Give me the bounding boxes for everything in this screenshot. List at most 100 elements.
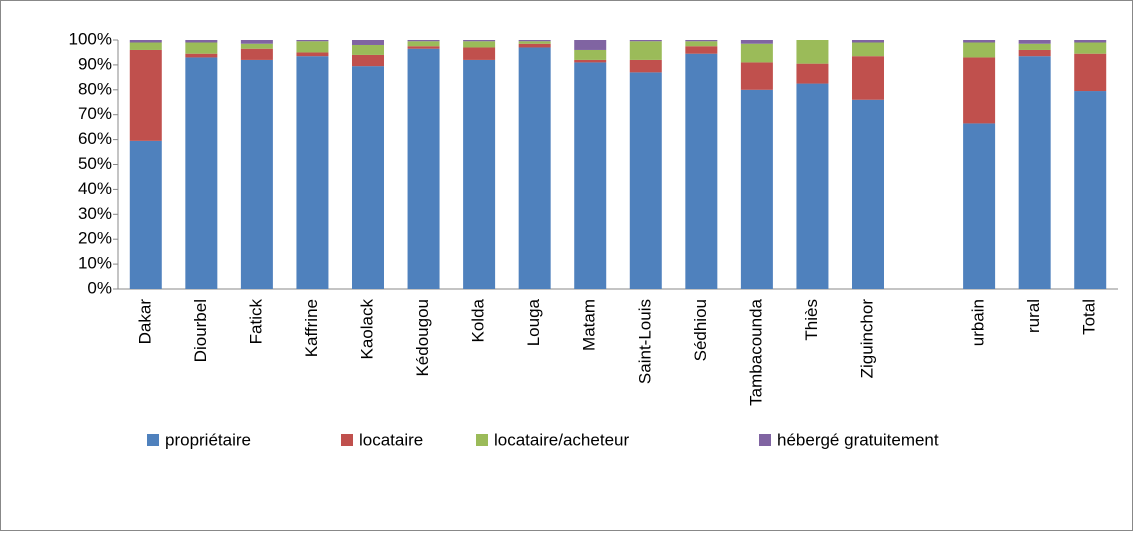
bar-segment (963, 123, 996, 289)
bar-segment (518, 40, 551, 42)
bar-segment (963, 40, 996, 43)
bar-segment (185, 40, 218, 43)
bar-segment (1074, 40, 1107, 43)
bar-segment (352, 66, 384, 290)
bar-segment (796, 63, 829, 84)
bar-segment (685, 46, 718, 54)
x-tick-label: Tambacounda (746, 298, 765, 405)
x-tick-label: rural (1024, 299, 1043, 333)
bar-segment (1018, 43, 1051, 50)
bar-segment (185, 53, 218, 58)
bar-segment (796, 40, 829, 64)
bar-segment (1074, 42, 1107, 54)
x-tick-label: Kaolack (357, 299, 376, 360)
x-tick-label: Saint-Louis (635, 299, 654, 384)
bar-segment (852, 99, 884, 289)
x-tick-label: Ziguinchor (857, 299, 876, 379)
x-tick-label: Dakar (135, 299, 154, 345)
bar-segment (240, 40, 273, 44)
y-tick-label: 80% (78, 79, 112, 98)
bar-segment (463, 59, 496, 289)
y-tick-label: 90% (78, 54, 112, 73)
bar-segment (740, 43, 773, 63)
y-tick-label: 30% (78, 204, 112, 223)
x-tick-label: Thiès (802, 299, 821, 341)
x-tick-label: Kaffrine (302, 299, 321, 357)
bar-segment (240, 43, 273, 49)
legend-label: locataire/acheteur (494, 430, 629, 449)
bar-segment (129, 42, 162, 50)
bar-segment (629, 40, 662, 42)
x-tick-label: Kédougou (413, 299, 432, 377)
bar-segment (1074, 91, 1107, 289)
y-tick-label: 50% (78, 154, 112, 173)
bar-segment (852, 40, 884, 43)
legend-swatch (147, 434, 159, 446)
y-tick-label: 10% (78, 254, 112, 273)
bar-segment (740, 40, 773, 44)
bar-segment (463, 47, 496, 60)
bar-segment (1018, 49, 1051, 57)
bar-segment (1018, 56, 1051, 290)
bar-segment (352, 54, 384, 67)
legend-label: propriétaire (165, 430, 251, 449)
bar-segment (463, 41, 496, 48)
bar-segment (852, 56, 884, 100)
y-tick-label: 0% (87, 278, 112, 297)
bar-segment (407, 41, 440, 47)
bar-segment (296, 41, 329, 53)
bar-segment (574, 40, 607, 50)
bar-segment (1074, 53, 1107, 92)
bar-segment (240, 59, 273, 289)
legend-swatch (341, 434, 353, 446)
bar-segment (407, 46, 440, 49)
x-tick-label: Total (1080, 299, 1099, 335)
bar-segment (852, 42, 884, 57)
bar-segment (296, 52, 329, 57)
x-tick-label: Louga (524, 298, 543, 346)
bar-segment (629, 59, 662, 73)
bar-segment (407, 40, 440, 42)
bar-segment (796, 83, 829, 289)
bar-segment (129, 140, 162, 289)
bar-segment (296, 56, 329, 290)
bar-segment (463, 40, 496, 42)
bar-segment (518, 47, 551, 289)
bar-segment (629, 41, 662, 60)
bar-segment (685, 40, 718, 42)
x-tick-label: Matam (580, 299, 599, 351)
x-tick-label: urbain (969, 299, 988, 346)
bar-segment (629, 72, 662, 290)
bar-segment (240, 48, 273, 60)
bar-segment (574, 62, 607, 289)
bar-segment (1018, 40, 1051, 44)
bar-segment (518, 43, 551, 48)
legend-swatch (476, 434, 488, 446)
bar-segment (963, 42, 996, 58)
bar-segment (129, 49, 162, 141)
legend-swatch (759, 434, 771, 446)
x-tick-label: Kolda (469, 298, 488, 342)
y-tick-label: 100% (69, 29, 112, 48)
bar-segment (352, 44, 384, 55)
bar-segment (740, 62, 773, 90)
bar-segment (352, 40, 384, 45)
bar-segment (685, 41, 718, 47)
legend-label: locataire (359, 430, 423, 449)
bar-segment (963, 57, 996, 124)
y-tick-label: 40% (78, 179, 112, 198)
bar-segment (129, 40, 162, 43)
bar-segment (185, 42, 218, 54)
bar-segment (185, 57, 218, 290)
x-tick-label: Sédhiou (691, 299, 710, 361)
x-tick-label: Diourbel (191, 299, 210, 362)
bar-segment (574, 59, 607, 63)
bar-segment (685, 53, 718, 289)
bar-segment (296, 40, 329, 42)
x-tick-label: Fatick (246, 299, 265, 345)
legend-label: hébergé gratuitement (777, 430, 939, 449)
bar-segment (407, 48, 440, 290)
bar-segment (574, 49, 607, 60)
